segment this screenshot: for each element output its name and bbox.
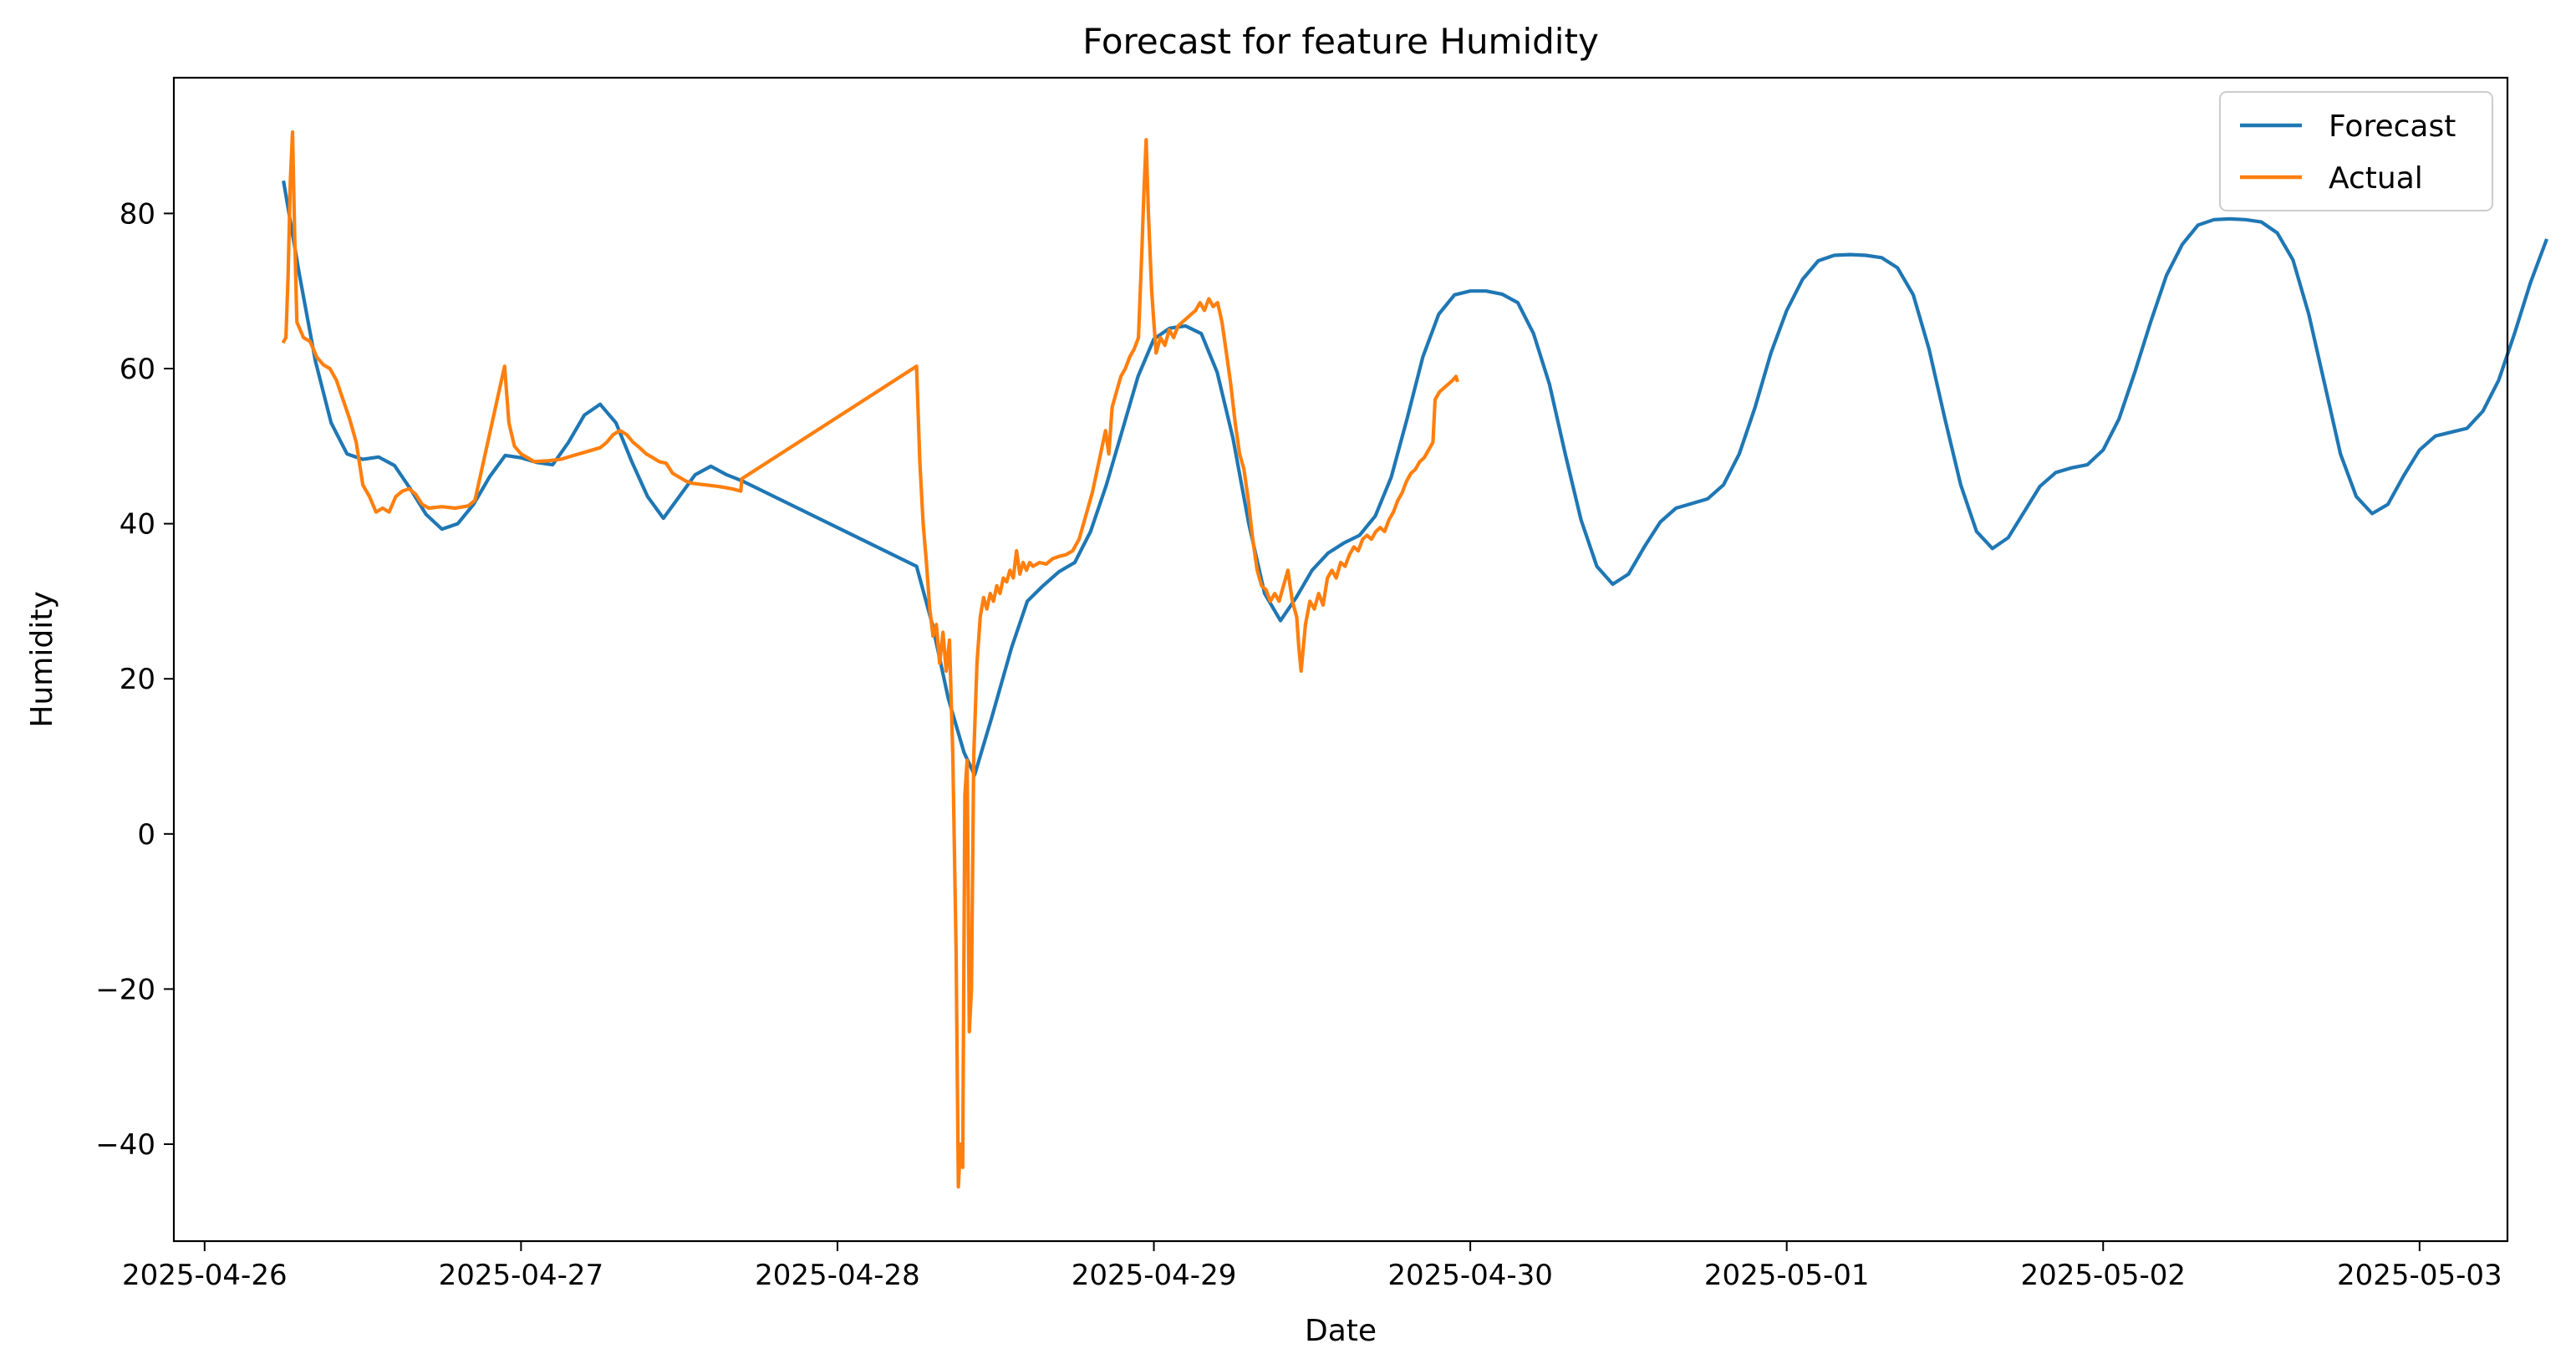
series-line-forecast [282, 180, 2549, 777]
legend-label-actual: Actual [2329, 161, 2423, 196]
y-tick-label: −20 [95, 973, 155, 1006]
y-tick-label: 20 [120, 663, 155, 696]
x-tick-label: 2025-05-03 [2337, 1259, 2502, 1292]
x-tick-label: 2025-04-30 [1387, 1259, 1553, 1292]
plot-frame [172, 76, 2509, 1243]
chart-title: Forecast for feature Humidity [1082, 21, 1599, 62]
y-axis-label: Humidity [25, 591, 59, 727]
x-tick-label: 2025-04-29 [1072, 1259, 1237, 1292]
x-tick-label: 2025-04-27 [439, 1259, 604, 1292]
y-tick-label: −40 [95, 1128, 155, 1162]
x-tick-label: 2025-05-01 [1704, 1259, 1870, 1292]
x-tick-label: 2025-04-26 [122, 1259, 288, 1292]
series-line-actual [281, 130, 1459, 1189]
y-tick-label: 40 [120, 508, 155, 542]
x-axis: 2025-04-26 2025-04-27 2025-04-28 2025-04-29… [122, 1241, 2502, 1292]
x-tick-label: 2025-04-28 [755, 1259, 920, 1292]
series-layer [281, 130, 2549, 1189]
legend: Forecast Actual [2219, 91, 2493, 211]
y-tick-label: 60 [120, 353, 155, 386]
x-axis-label: Date [1305, 1314, 1377, 1348]
legend-box [2219, 91, 2493, 211]
y-tick-label: 0 [137, 818, 155, 852]
x-tick-label: 2025-05-02 [2020, 1259, 2186, 1292]
y-axis: −40 −20 0 20 40 60 80 [95, 197, 174, 1162]
y-tick-label: 80 [120, 197, 155, 231]
legend-label-forecast: Forecast [2329, 109, 2456, 144]
